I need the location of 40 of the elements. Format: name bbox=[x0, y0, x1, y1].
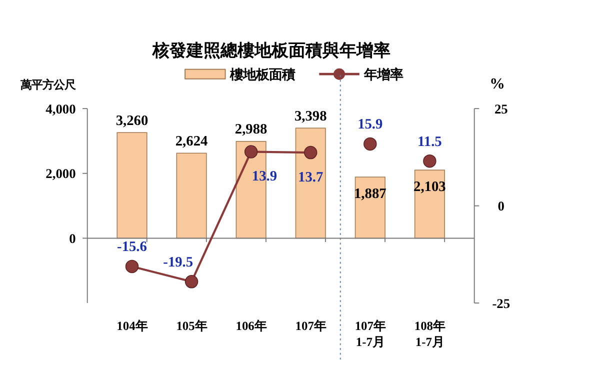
y2-tick-label: 0 bbox=[498, 198, 505, 214]
y2-axis-title: % bbox=[490, 75, 505, 92]
data-label: 2,988 bbox=[234, 122, 268, 138]
x-tick-label: 106年 bbox=[236, 318, 266, 333]
data-label: 13.9 bbox=[252, 168, 278, 184]
y-tick-label: 4,000 bbox=[46, 101, 76, 116]
data-label: 1,887 bbox=[354, 186, 386, 202]
data-label: -19.5 bbox=[163, 254, 194, 270]
data-label: 11.5 bbox=[418, 134, 442, 150]
x-tick-label: 107年 bbox=[295, 318, 326, 333]
bar bbox=[176, 152, 207, 239]
bar bbox=[116, 132, 148, 239]
bar bbox=[354, 176, 386, 239]
chart-title: 核發建照總樓地板面積與年增率 bbox=[151, 40, 390, 60]
data-label: 2,624 bbox=[175, 134, 208, 150]
y-tick-label: 0 bbox=[69, 231, 76, 246]
data-label: 3,398 bbox=[294, 108, 327, 124]
point bbox=[184, 275, 198, 288]
legend-label: 年增率 bbox=[363, 66, 404, 82]
point bbox=[423, 154, 436, 168]
data-label: -15.6 bbox=[117, 239, 147, 256]
y2-tick-label: -25 bbox=[492, 296, 510, 311]
legend-label: 樓地板面積 bbox=[229, 66, 296, 82]
point bbox=[364, 137, 377, 151]
x-tick-label: 104年 bbox=[116, 318, 148, 333]
data-label: 2,103 bbox=[414, 179, 446, 196]
y-axis-title: 萬平方公尺 bbox=[19, 78, 76, 92]
data-label: 15.9 bbox=[358, 116, 383, 133]
point bbox=[244, 145, 258, 158]
bar bbox=[295, 128, 326, 239]
point bbox=[304, 146, 318, 160]
y2-tick-label: 25 bbox=[494, 101, 508, 116]
y-tick-label: 2,000 bbox=[46, 166, 76, 182]
point bbox=[125, 260, 139, 274]
x-tick-label: 107年 1-7月 bbox=[354, 318, 386, 350]
x-tick-label: 108年 1-7月 bbox=[414, 318, 446, 350]
data-label: 13.7 bbox=[298, 169, 324, 186]
bar bbox=[414, 170, 445, 239]
data-label: 3,260 bbox=[116, 112, 148, 129]
x-tick-label: 105年 bbox=[176, 318, 207, 333]
